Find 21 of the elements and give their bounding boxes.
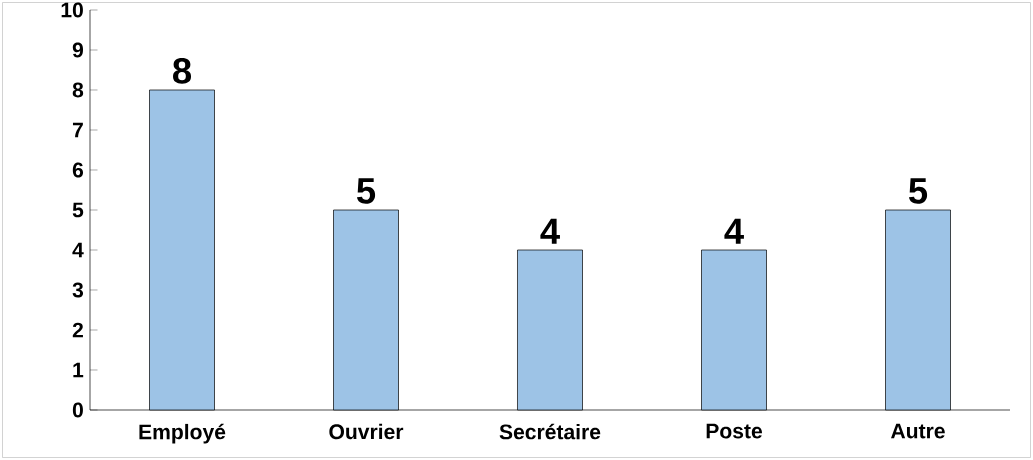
x-tick-label: Poste — [706, 423, 762, 439]
data-label: 4 — [540, 218, 560, 244]
y-tick-label: 8 — [72, 82, 84, 98]
data-label: 5 — [909, 178, 928, 204]
x-tick-label: Ouvrier — [329, 423, 404, 440]
y-tick-label: 3 — [72, 282, 84, 298]
data-label: 5 — [357, 178, 376, 204]
data-label: 4 — [724, 218, 744, 244]
y-tick-label: 4 — [72, 242, 84, 258]
y-tick-label: 9 — [72, 42, 84, 58]
x-tick-label: Secrétaire — [499, 423, 601, 440]
y-tick-label: 10 — [61, 2, 83, 18]
data-label: 8 — [173, 58, 192, 84]
y-tick-label: 2 — [72, 322, 83, 338]
y-tick-label: 7 — [72, 122, 83, 138]
x-tick-label: Employé — [139, 423, 226, 444]
y-tick-label: 1 — [73, 362, 84, 378]
y-tick-label: 6 — [72, 162, 84, 178]
x-tick-label: Autre — [890, 423, 945, 439]
y-tick-label: 5 — [72, 202, 84, 218]
y-tick-label: 0 — [72, 402, 83, 418]
